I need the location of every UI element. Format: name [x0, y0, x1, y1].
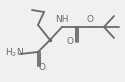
Text: NH: NH	[55, 15, 69, 25]
Text: O: O	[66, 36, 73, 46]
Text: O: O	[38, 63, 46, 72]
Text: O: O	[86, 15, 94, 25]
Text: H$_2$N: H$_2$N	[4, 47, 24, 59]
